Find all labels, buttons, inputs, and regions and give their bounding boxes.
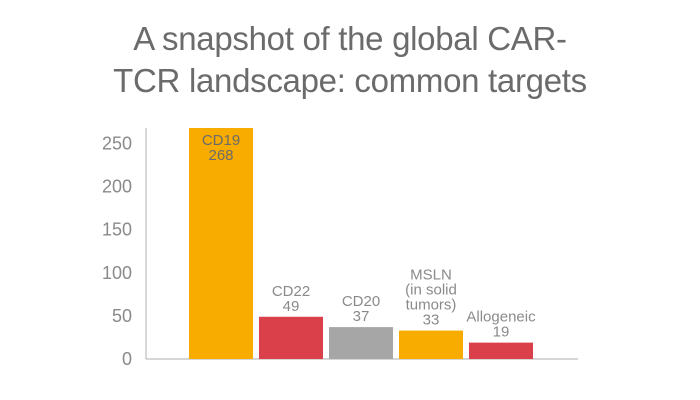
bar-data-label: 37 (353, 308, 370, 325)
bar (469, 342, 533, 359)
chart-title: A snapshot of the global CAR- TCR landsc… (0, 18, 700, 102)
bar-data-label: CD20 (342, 293, 380, 310)
y-tick-label: 250 (102, 134, 132, 154)
chart-title-line-1: A snapshot of the global CAR- (133, 20, 567, 57)
bar-data-label: 19 (493, 324, 510, 341)
bar (259, 316, 323, 359)
chart-axes: 0 50 100 150 200 250 (102, 128, 578, 369)
bar-data-label: 268 (208, 147, 233, 164)
y-tick-label: 100 (102, 263, 132, 283)
y-tick-label: 50 (112, 306, 132, 326)
y-tick-label: 0 (122, 349, 132, 369)
bar-data-label: CD22 (272, 283, 310, 300)
bar-data-label: 49 (283, 298, 300, 315)
bar-data-label: tumors) (406, 297, 457, 314)
y-tick-label: 200 (102, 177, 132, 197)
bar-data-label: (in solid (405, 282, 457, 299)
bar (329, 327, 393, 359)
y-tick-label: 150 (102, 220, 132, 240)
bar-data-label: CD19 (202, 132, 240, 149)
bar (189, 128, 253, 359)
bar-data-label: 33 (423, 312, 440, 329)
bar-data-label: Allogeneic (466, 309, 536, 326)
chart-bars (189, 128, 533, 359)
chart-title-line-2: TCR landscape: common targets (113, 62, 587, 99)
bar-data-label: MSLN (410, 267, 452, 284)
bar (399, 330, 463, 359)
